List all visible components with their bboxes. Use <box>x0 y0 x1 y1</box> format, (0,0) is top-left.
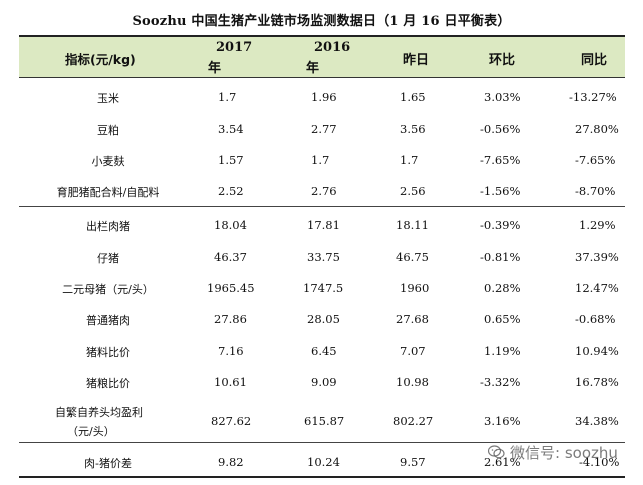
header-2016: 2016 <box>314 40 351 55</box>
cell-2017: 3.54 <box>218 122 244 136</box>
row-label: 肉-猪价差 <box>84 457 132 470</box>
cell-mom: 3.03% <box>484 90 521 104</box>
header-yoy: 同比 <box>581 53 608 68</box>
cell-yesterday: 2.56 <box>400 184 426 198</box>
cell-2017: 18.04 <box>214 218 247 232</box>
cell-mom: -3.32% <box>480 375 521 389</box>
cell-2017: 7.16 <box>218 344 244 358</box>
cell-mom: 0.28% <box>484 281 521 295</box>
cell-yoy: 1.29% <box>579 218 616 232</box>
cell-2016: 2.76 <box>311 184 337 198</box>
table-row: 自繁自养头均盈利 （元/头） 827.62 615.87 802.27 3.16… <box>19 404 625 440</box>
cell-2016: 1747.5 <box>303 281 344 295</box>
cell-mom: -0.81% <box>480 250 521 264</box>
cell-mom: -0.56% <box>480 122 521 136</box>
cell-yoy: 16.78% <box>575 375 619 389</box>
table-header: 指标(元/kg) 2017 年 2016 年 昨日 环比 同比 <box>19 35 625 78</box>
wechat-icon <box>488 445 505 459</box>
cell-2017: 827.62 <box>211 414 252 428</box>
cell-2016: 1.7 <box>311 153 330 167</box>
cell-2017: 46.37 <box>214 250 247 264</box>
row-label: 普通猪肉 <box>86 314 130 327</box>
cell-2016: 33.75 <box>307 250 340 264</box>
cell-2016: 9.09 <box>311 375 337 389</box>
cell-yoy: -0.68% <box>575 312 616 326</box>
cell-2017: 10.61 <box>214 375 247 389</box>
cell-yesterday: 27.68 <box>396 312 429 326</box>
cell-mom: -1.56% <box>480 184 521 198</box>
row-label: 二元母猪（元/头） <box>62 283 154 296</box>
cell-2016: 2.77 <box>311 122 337 136</box>
cell-2016: 10.24 <box>307 455 340 469</box>
cell-2016: 1.96 <box>311 90 337 104</box>
cell-yesterday: 1960 <box>400 281 430 295</box>
cell-yesterday: 1.65 <box>400 90 426 104</box>
table-bottom-border <box>19 476 625 478</box>
row-label: 猪粮比价 <box>86 377 130 390</box>
row-label-unit: （元/头） <box>67 425 115 438</box>
row-label: 猪料比价 <box>86 346 130 359</box>
cell-yoy: -8.70% <box>575 184 616 198</box>
watermark-text: 微信号: soozhu <box>510 444 618 462</box>
section-divider <box>19 442 625 443</box>
cell-yesterday: 18.11 <box>396 218 429 232</box>
header-2017: 2017 <box>216 40 253 55</box>
row-label: 豆粕 <box>97 124 119 137</box>
cell-yesterday: 3.56 <box>400 122 426 136</box>
cell-2017: 27.86 <box>214 312 247 326</box>
cell-mom: 3.16% <box>484 414 521 428</box>
row-label: 玉米 <box>97 92 119 105</box>
cell-yesterday: 7.07 <box>400 344 426 358</box>
page-title: Soozhu 中国生猪产业链市场监测数据日（1 月 16 日平衡表） <box>132 14 511 29</box>
row-label: 仔猪 <box>97 252 119 265</box>
row-label: 自繁自养头均盈利 <box>55 406 143 419</box>
cell-mom: 1.19% <box>484 344 521 358</box>
row-label: 小麦麸 <box>91 155 125 168</box>
cell-2017: 2.52 <box>218 184 244 198</box>
header-2016-suffix: 年 <box>306 61 320 76</box>
cell-mom: -0.39% <box>480 218 521 232</box>
cell-yoy: 27.80% <box>575 122 619 136</box>
cell-yesterday: 802.27 <box>393 414 434 428</box>
row-label: 育肥猪配合料/自配料 <box>56 186 160 199</box>
cell-yoy: 37.39% <box>575 250 619 264</box>
cell-2016: 6.45 <box>311 344 337 358</box>
section-divider <box>19 206 625 207</box>
cell-2016: 28.05 <box>307 312 340 326</box>
cell-mom: 0.65% <box>484 312 521 326</box>
cell-2017: 9.82 <box>218 455 244 469</box>
cell-yoy: -13.27% <box>569 90 617 104</box>
cell-mom: -7.65% <box>480 153 521 167</box>
cell-mom: 2.61% <box>484 455 521 469</box>
cell-yoy: -7.65% <box>575 153 616 167</box>
header-yesterday: 昨日 <box>403 53 430 68</box>
cell-yesterday: 10.98 <box>396 375 429 389</box>
cell-2017: 1965.45 <box>207 281 255 295</box>
cell-yoy: -4.10% <box>579 455 620 469</box>
cell-2016: 615.87 <box>304 414 345 428</box>
cell-yoy: 10.94% <box>575 344 619 358</box>
cell-yesterday: 1.7 <box>400 153 419 167</box>
row-label: 出栏肉猪 <box>86 220 130 233</box>
header-mom: 环比 <box>489 53 516 68</box>
header-2017-suffix: 年 <box>208 61 222 76</box>
cell-2016: 17.81 <box>307 218 340 232</box>
cell-yesterday: 9.57 <box>400 455 426 469</box>
cell-yesterday: 46.75 <box>396 250 429 264</box>
header-indicator: 指标(元/kg) <box>65 52 136 67</box>
cell-yoy: 34.38% <box>575 414 619 428</box>
cell-2017: 1.7 <box>218 90 237 104</box>
cell-yoy: 12.47% <box>575 281 619 295</box>
cell-2017: 1.57 <box>218 153 244 167</box>
